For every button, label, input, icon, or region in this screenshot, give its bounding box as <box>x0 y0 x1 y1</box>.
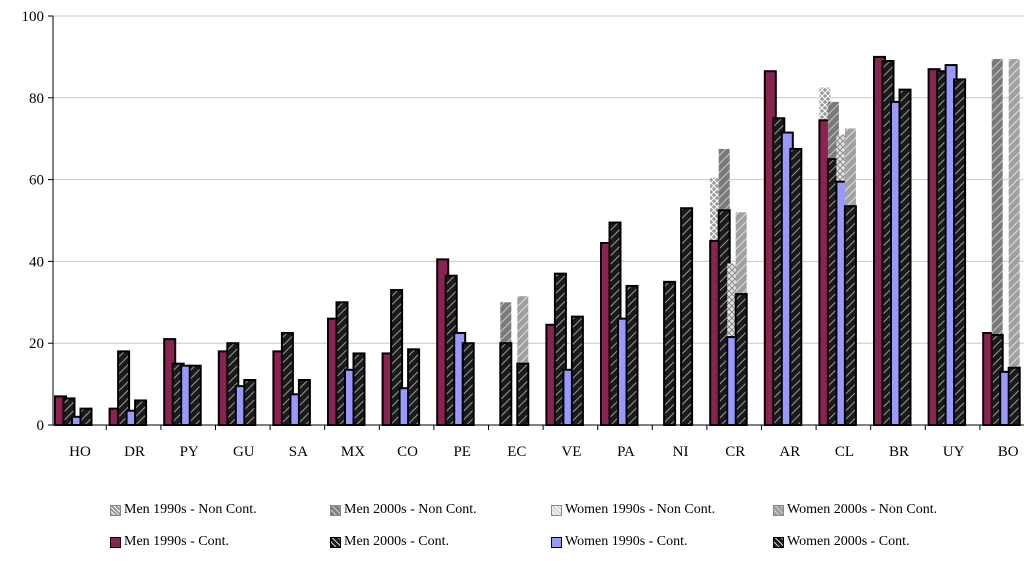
y-tick-label: 80 <box>29 91 44 107</box>
bar-uy-women-2000s-cont <box>953 78 967 427</box>
x-tick-label: HO <box>69 444 91 460</box>
x-tick-label: BR <box>889 444 909 460</box>
y-tick-label: 40 <box>29 254 44 270</box>
x-tick-label: EC <box>507 444 526 460</box>
bar-bo-women-2000s-cont <box>1007 366 1021 426</box>
x-tick-label: NI <box>673 444 689 460</box>
y-tick-label: 20 <box>29 336 44 352</box>
bar-ni-women-2000s-cont <box>680 207 694 426</box>
bar-ho-women-2000s-cont <box>79 407 93 427</box>
y-tick-label: 60 <box>29 173 44 189</box>
x-tick-label: PE <box>453 444 471 460</box>
bar-ni-men-2000s-cont <box>663 280 677 426</box>
x-tick-label: DR <box>124 444 145 460</box>
bar-pe-women-2000s-cont <box>461 342 475 427</box>
bar-co-women-2000s-cont <box>407 348 421 426</box>
bar-ar-women-2000s-cont <box>789 147 803 427</box>
bar-br-women-2000s-cont <box>898 88 912 427</box>
bar-gu-women-2000s-cont <box>243 379 257 427</box>
x-tick-label: BO <box>998 444 1019 460</box>
bar-cr-women-2000s-cont <box>734 293 748 426</box>
y-tick-label: 0 <box>37 418 45 434</box>
x-tick-label: CR <box>725 444 745 460</box>
bar-ec-women-2000s-non-cont <box>517 296 529 425</box>
x-tick-label: SA <box>289 444 308 460</box>
x-tick-label: CL <box>835 444 854 460</box>
bar-cl-women-2000s-cont <box>843 205 857 426</box>
axes: 0 20 40 60 80 100 HO DR PY GU SA MX CO PE EC VE PA NI CR AR… <box>22 9 1024 460</box>
x-tick-label: GU <box>233 444 255 460</box>
x-tick-label: CO <box>397 444 418 460</box>
bars <box>54 55 1021 427</box>
x-tick-label: PY <box>180 444 199 460</box>
bar-mx-women-2000s-cont <box>352 352 366 426</box>
x-tick-label: PA <box>617 444 635 460</box>
bar-ec-men-2000s-cont <box>499 342 513 427</box>
bar-bo-men-2000s-non-cont <box>991 58 1003 425</box>
bar-dr-women-2000s-cont <box>134 399 148 426</box>
bar-py-women-2000s-cont <box>188 364 202 427</box>
x-tick-label: UY <box>943 444 965 460</box>
y-tick-label: 100 <box>22 9 45 25</box>
bar-ec-women-2000s-cont <box>516 362 530 426</box>
bar-bo-women-2000s-non-cont <box>1008 58 1020 425</box>
bar-sa-women-2000s-cont <box>297 379 311 427</box>
bar-ve-women-2000s-cont <box>570 315 584 426</box>
gridlines <box>53 15 1024 344</box>
x-tick-label: VE <box>561 444 581 460</box>
bar-pa-women-2000s-cont <box>625 284 639 426</box>
x-tick-label: AR <box>779 444 800 460</box>
x-tick-label: MX <box>341 444 365 460</box>
